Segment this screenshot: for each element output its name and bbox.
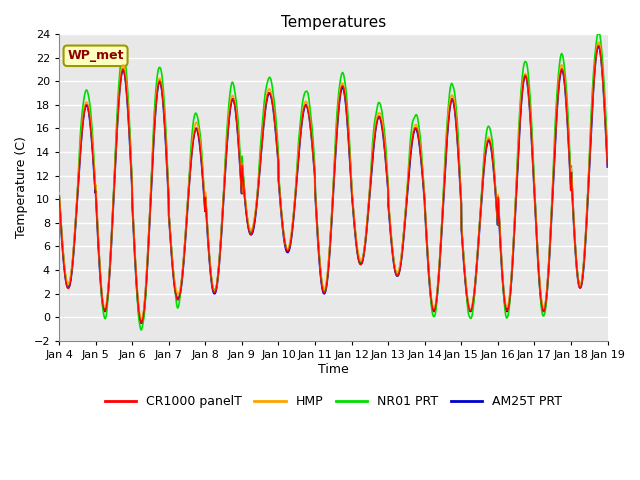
NR01 PRT [571,232,579,238]
HMP [595,39,602,45]
CR1000 panelT [362,241,369,247]
CR1000 panelT [349,208,357,214]
Y-axis label: Temperature (C): Temperature (C) [15,136,28,238]
NR01 PRT [55,191,63,196]
CR1000 panelT [493,207,500,213]
AM25T PRT [571,233,579,239]
AM25T PRT [362,240,369,246]
NR01 PRT [493,207,500,213]
CR1000 panelT [604,164,611,170]
HMP [604,160,611,166]
CR1000 panelT [209,283,216,289]
AM25T PRT [55,193,63,199]
NR01 PRT [209,282,216,288]
Line: HMP: HMP [59,42,607,319]
AM25T PRT [138,320,145,326]
HMP [349,204,357,210]
Legend: CR1000 panelT, HMP, NR01 PRT, AM25T PRT: CR1000 panelT, HMP, NR01 PRT, AM25T PRT [100,390,567,413]
CR1000 panelT [595,43,602,48]
Line: CR1000 panelT: CR1000 panelT [59,46,607,323]
HMP [55,190,63,195]
HMP [556,73,563,79]
HMP [493,205,500,211]
NR01 PRT [349,207,357,213]
NR01 PRT [556,63,563,69]
AM25T PRT [595,43,602,48]
AM25T PRT [349,208,357,214]
AM25T PRT [556,78,563,84]
Text: WP_met: WP_met [67,49,124,62]
NR01 PRT [138,327,145,333]
AM25T PRT [604,164,611,169]
CR1000 panelT [138,320,145,325]
NR01 PRT [604,150,611,156]
Line: AM25T PRT: AM25T PRT [59,46,607,323]
CR1000 panelT [556,78,563,84]
AM25T PRT [493,207,500,213]
HMP [209,280,216,286]
AM25T PRT [209,284,216,289]
CR1000 panelT [55,192,63,198]
HMP [138,316,145,322]
X-axis label: Time: Time [318,362,349,376]
NR01 PRT [362,240,369,245]
HMP [571,230,579,236]
Title: Temperatures: Temperatures [281,15,386,30]
Line: NR01 PRT: NR01 PRT [59,34,607,330]
NR01 PRT [594,31,602,37]
CR1000 panelT [571,233,579,239]
HMP [362,239,369,244]
